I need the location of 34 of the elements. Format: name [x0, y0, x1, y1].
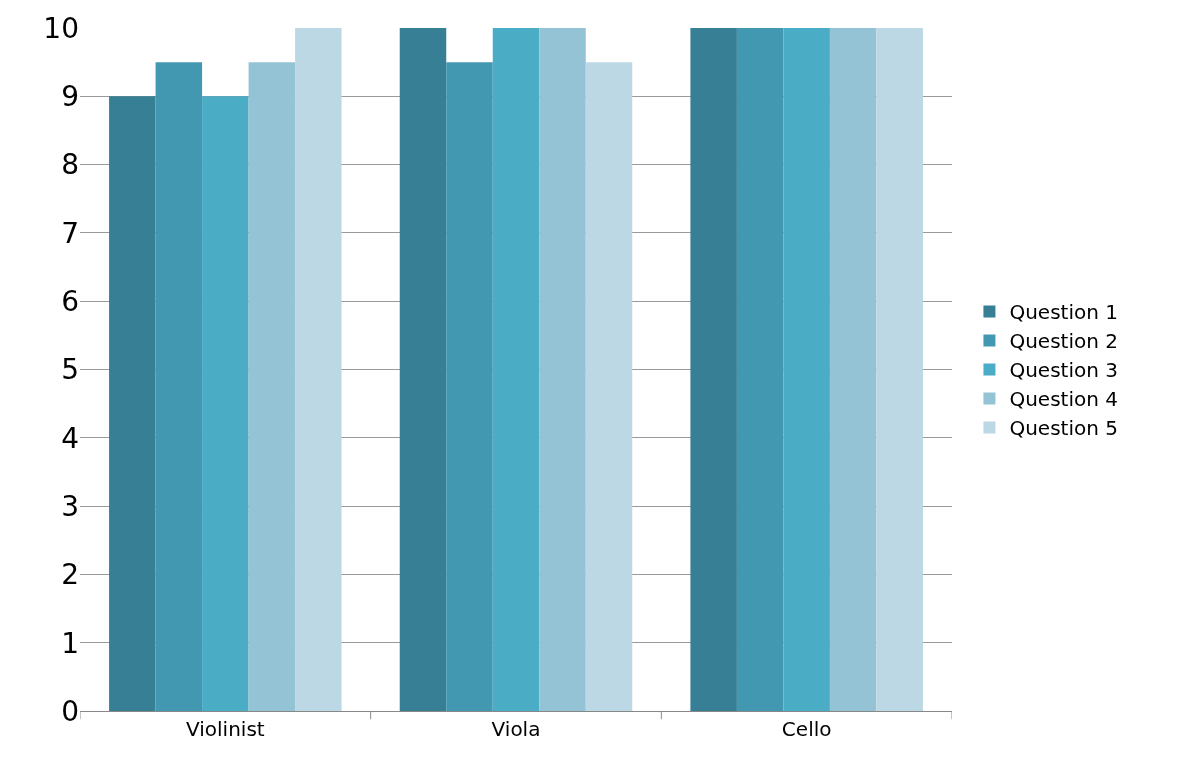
bar — [155, 62, 203, 711]
bar — [539, 28, 586, 711]
legend-label: Question 4 — [1009, 387, 1118, 412]
bar — [492, 28, 540, 711]
legend-label: Question 3 — [1009, 358, 1118, 383]
x-tick-label: Viola — [491, 717, 541, 741]
bar — [295, 28, 342, 711]
bar — [109, 96, 156, 711]
bar — [202, 96, 249, 711]
bar — [585, 62, 633, 711]
y-tick-label: 10 — [43, 11, 79, 45]
bar — [399, 28, 447, 711]
bar — [783, 28, 830, 711]
y-tick-label: 0 — [61, 694, 79, 728]
x-tick-label: Cello — [781, 717, 832, 741]
legend-label: Question 1 — [1009, 300, 1118, 325]
bar — [876, 28, 923, 711]
bar — [248, 62, 296, 711]
y-tick-label: 7 — [61, 216, 79, 250]
y-tick-label: 2 — [61, 558, 79, 592]
bar — [829, 28, 877, 711]
y-tick-label: 4 — [61, 421, 79, 455]
legend-label: Question 2 — [1009, 329, 1118, 354]
bar — [446, 62, 493, 711]
y-tick-label: 9 — [61, 80, 79, 114]
y-tick-label: 1 — [61, 626, 79, 660]
y-tick-label: 5 — [61, 353, 79, 387]
y-tick-label: 6 — [61, 285, 79, 318]
bar — [736, 28, 784, 711]
y-tick-label: 3 — [61, 489, 79, 523]
x-tick-label: Violinist — [186, 717, 265, 741]
legend-label: Question 5 — [1009, 416, 1118, 441]
bar — [690, 28, 737, 711]
y-tick-label: 8 — [61, 148, 79, 182]
